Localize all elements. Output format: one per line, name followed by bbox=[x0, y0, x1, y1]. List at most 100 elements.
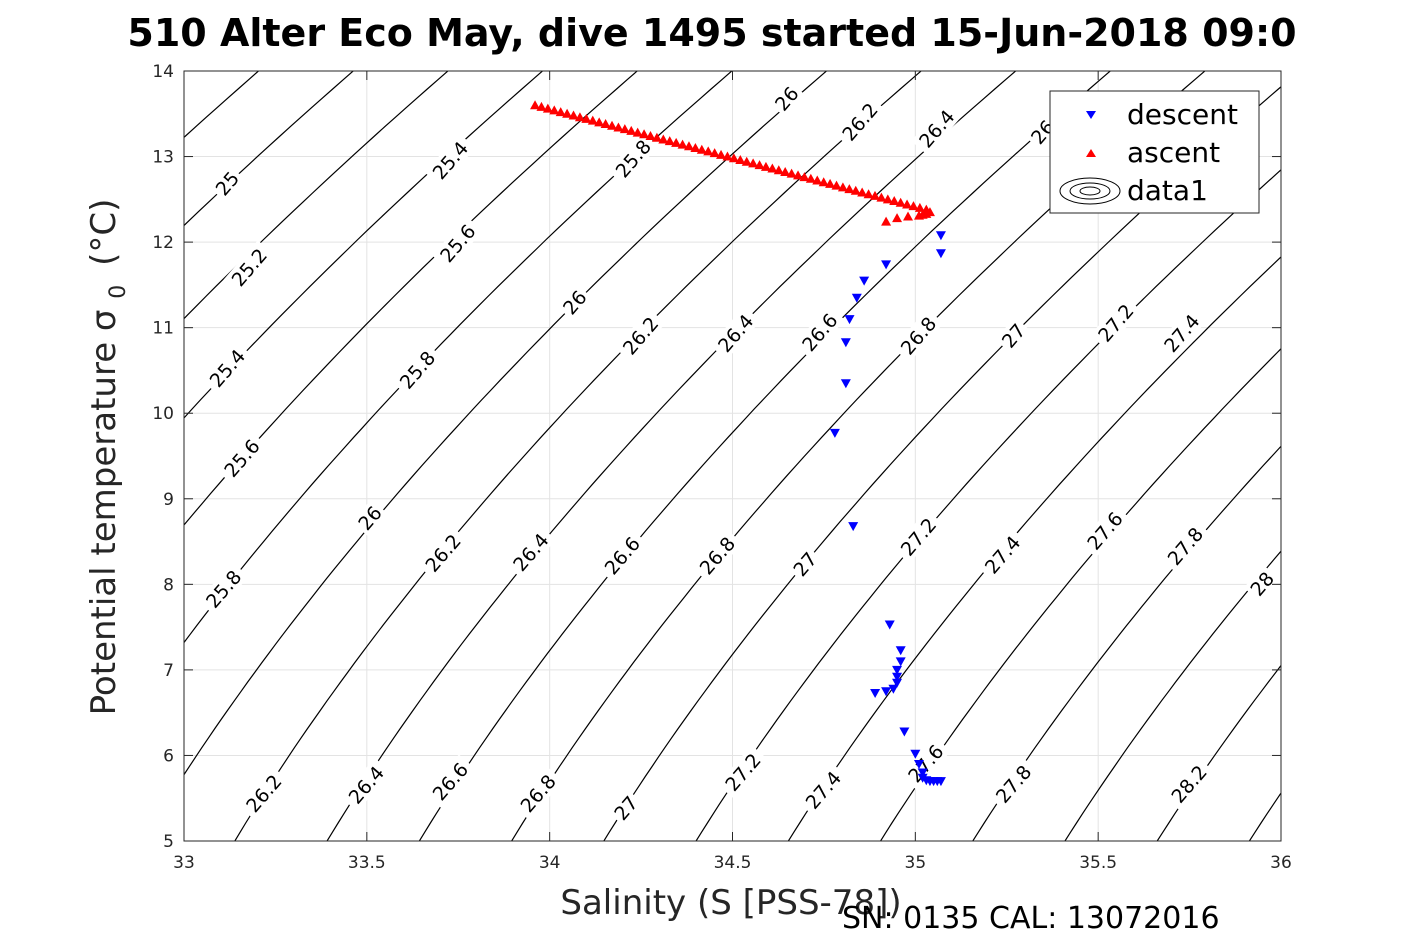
descent-point bbox=[848, 522, 859, 532]
ascent-point bbox=[844, 184, 855, 194]
y-tick-label: 10 bbox=[152, 404, 174, 424]
ascent-point bbox=[793, 170, 804, 180]
descent-point bbox=[840, 379, 851, 389]
density-contour-label-bg bbox=[209, 164, 246, 202]
density-contour-label-bg bbox=[995, 317, 1032, 355]
ascent-point bbox=[677, 139, 688, 149]
density-contour-label-bg bbox=[424, 754, 476, 809]
density-contour-line bbox=[1064, 550, 1281, 841]
ascent-point bbox=[542, 103, 553, 113]
x-tick-label: 33.5 bbox=[348, 853, 386, 873]
legend-label-descent: descent bbox=[1127, 98, 1238, 131]
descent-point bbox=[881, 260, 892, 270]
density-contour-label-bg bbox=[797, 763, 849, 817]
ascent-point bbox=[799, 172, 810, 182]
descent-series bbox=[829, 231, 946, 787]
descent-point bbox=[840, 338, 851, 348]
descent-point bbox=[892, 672, 903, 682]
ascent-point bbox=[895, 197, 906, 207]
y-tick-label: 14 bbox=[152, 62, 174, 82]
density-contour-label-bg bbox=[216, 431, 268, 485]
ascent-point bbox=[549, 105, 560, 115]
ascent-point bbox=[728, 153, 739, 163]
density-contour-label-bg bbox=[710, 306, 761, 360]
legend-label-data1: data1 bbox=[1127, 174, 1208, 207]
descent-point bbox=[910, 749, 921, 759]
ascent-point bbox=[696, 144, 707, 154]
descent-point bbox=[917, 768, 928, 778]
density-contour-line bbox=[1381, 0, 1417, 927]
density-contour-label-bg bbox=[1163, 757, 1215, 811]
density-contour-label-bg bbox=[1090, 295, 1142, 350]
ascent-point bbox=[881, 216, 892, 226]
density-contour-label-bg bbox=[351, 499, 388, 537]
ascent-point bbox=[786, 168, 797, 178]
density-contour-label-bg bbox=[892, 308, 944, 363]
ascent-point bbox=[908, 201, 919, 211]
density-contour-label-bg bbox=[596, 528, 648, 583]
ascent-point bbox=[651, 132, 662, 142]
x-tick-label: 34 bbox=[539, 853, 561, 873]
ascent-point bbox=[760, 161, 771, 171]
density-contour-line bbox=[184, 71, 449, 320]
ascent-point bbox=[741, 156, 752, 166]
ascent-point bbox=[555, 107, 566, 117]
y-tick-label: 7 bbox=[163, 661, 174, 681]
ascent-point bbox=[869, 190, 880, 200]
density-contour-line bbox=[234, 71, 922, 841]
density-contour-label-bg bbox=[1156, 306, 1207, 360]
ascent-point bbox=[914, 202, 925, 212]
descent-point bbox=[888, 684, 899, 694]
ascent-point bbox=[863, 189, 874, 199]
density-contour-label-bg bbox=[614, 308, 666, 363]
legend-entry-descent: descent bbox=[1086, 98, 1238, 131]
density-contour-label-bg bbox=[786, 545, 823, 583]
y-tick-label: 11 bbox=[152, 319, 174, 339]
ascent-point bbox=[850, 185, 861, 195]
density-contour-label-bg bbox=[892, 509, 944, 564]
descent-point bbox=[892, 665, 903, 675]
density-contour-label-bg bbox=[201, 341, 253, 395]
density-contour-label-bg bbox=[1243, 565, 1281, 603]
density-contour-label-bg bbox=[900, 736, 951, 791]
descent-point bbox=[870, 688, 881, 698]
density-contour-label-bg bbox=[911, 101, 962, 156]
density-contour-label-bg bbox=[391, 342, 443, 397]
ascent-point bbox=[690, 143, 701, 152]
ascent-point bbox=[594, 117, 605, 127]
density-contour-label-bg bbox=[1159, 519, 1211, 573]
x-tick-label: 35.5 bbox=[1079, 853, 1117, 873]
density-contour-label-bg bbox=[417, 526, 469, 580]
ascent-point bbox=[876, 192, 887, 202]
ascent-point bbox=[568, 110, 579, 120]
descent-point bbox=[935, 777, 946, 787]
y-axis-label-unit: (°C) bbox=[84, 199, 124, 266]
ascent-point bbox=[837, 182, 848, 192]
ascent-point bbox=[600, 119, 611, 129]
descent-point bbox=[859, 276, 870, 286]
descent-point bbox=[829, 428, 840, 438]
density-contour-label-bg bbox=[794, 305, 845, 359]
ascent-point bbox=[562, 108, 573, 118]
legend-label-ascent: ascent bbox=[1127, 136, 1220, 169]
density-contour-label-bg bbox=[976, 527, 1028, 582]
ascent-point bbox=[671, 137, 682, 147]
ascent-point bbox=[709, 148, 720, 158]
density-contour-label-bg bbox=[505, 525, 557, 579]
legend: descent ascent data1 bbox=[1049, 90, 1260, 214]
ascent-point bbox=[882, 194, 893, 204]
ascent-series bbox=[530, 100, 935, 226]
ascent-point bbox=[703, 146, 714, 156]
y-axis-label-subscript: 0 bbox=[106, 285, 131, 299]
ascent-point bbox=[632, 127, 643, 137]
x-tick-label: 35 bbox=[905, 853, 927, 873]
ascent-point bbox=[664, 136, 675, 146]
ascent-point bbox=[831, 180, 842, 190]
descent-point bbox=[881, 687, 892, 697]
ascent-point bbox=[857, 187, 868, 197]
ascent-point bbox=[748, 158, 759, 168]
descent-point bbox=[899, 727, 910, 737]
descent-point bbox=[895, 657, 906, 667]
ascent-point bbox=[754, 160, 765, 170]
density-contour-label-bg bbox=[424, 133, 476, 187]
